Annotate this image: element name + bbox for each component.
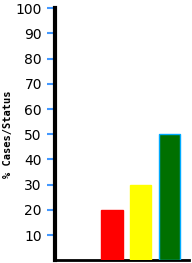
- Y-axis label: % Cases/Status: % Cases/Status: [3, 90, 13, 178]
- Bar: [102, 210, 123, 260]
- Bar: [159, 134, 180, 260]
- Bar: [130, 185, 151, 260]
